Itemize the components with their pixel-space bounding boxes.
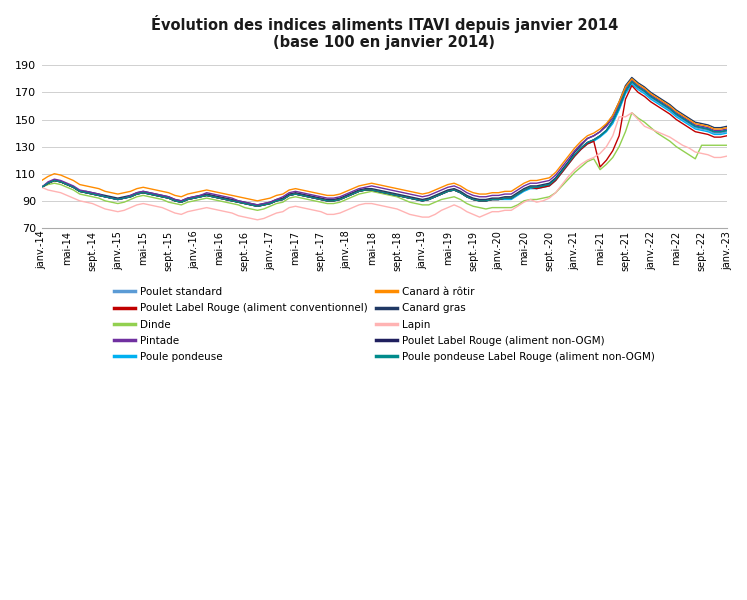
Legend: Poulet standard, Poulet Label Rouge (aliment conventionnel), Dinde, Pintade, Pou: Poulet standard, Poulet Label Rouge (ali… — [111, 284, 658, 365]
Title: Évolution des indices aliments ITAVI depuis janvier 2014
(base 100 en janvier 20: Évolution des indices aliments ITAVI dep… — [151, 15, 618, 50]
